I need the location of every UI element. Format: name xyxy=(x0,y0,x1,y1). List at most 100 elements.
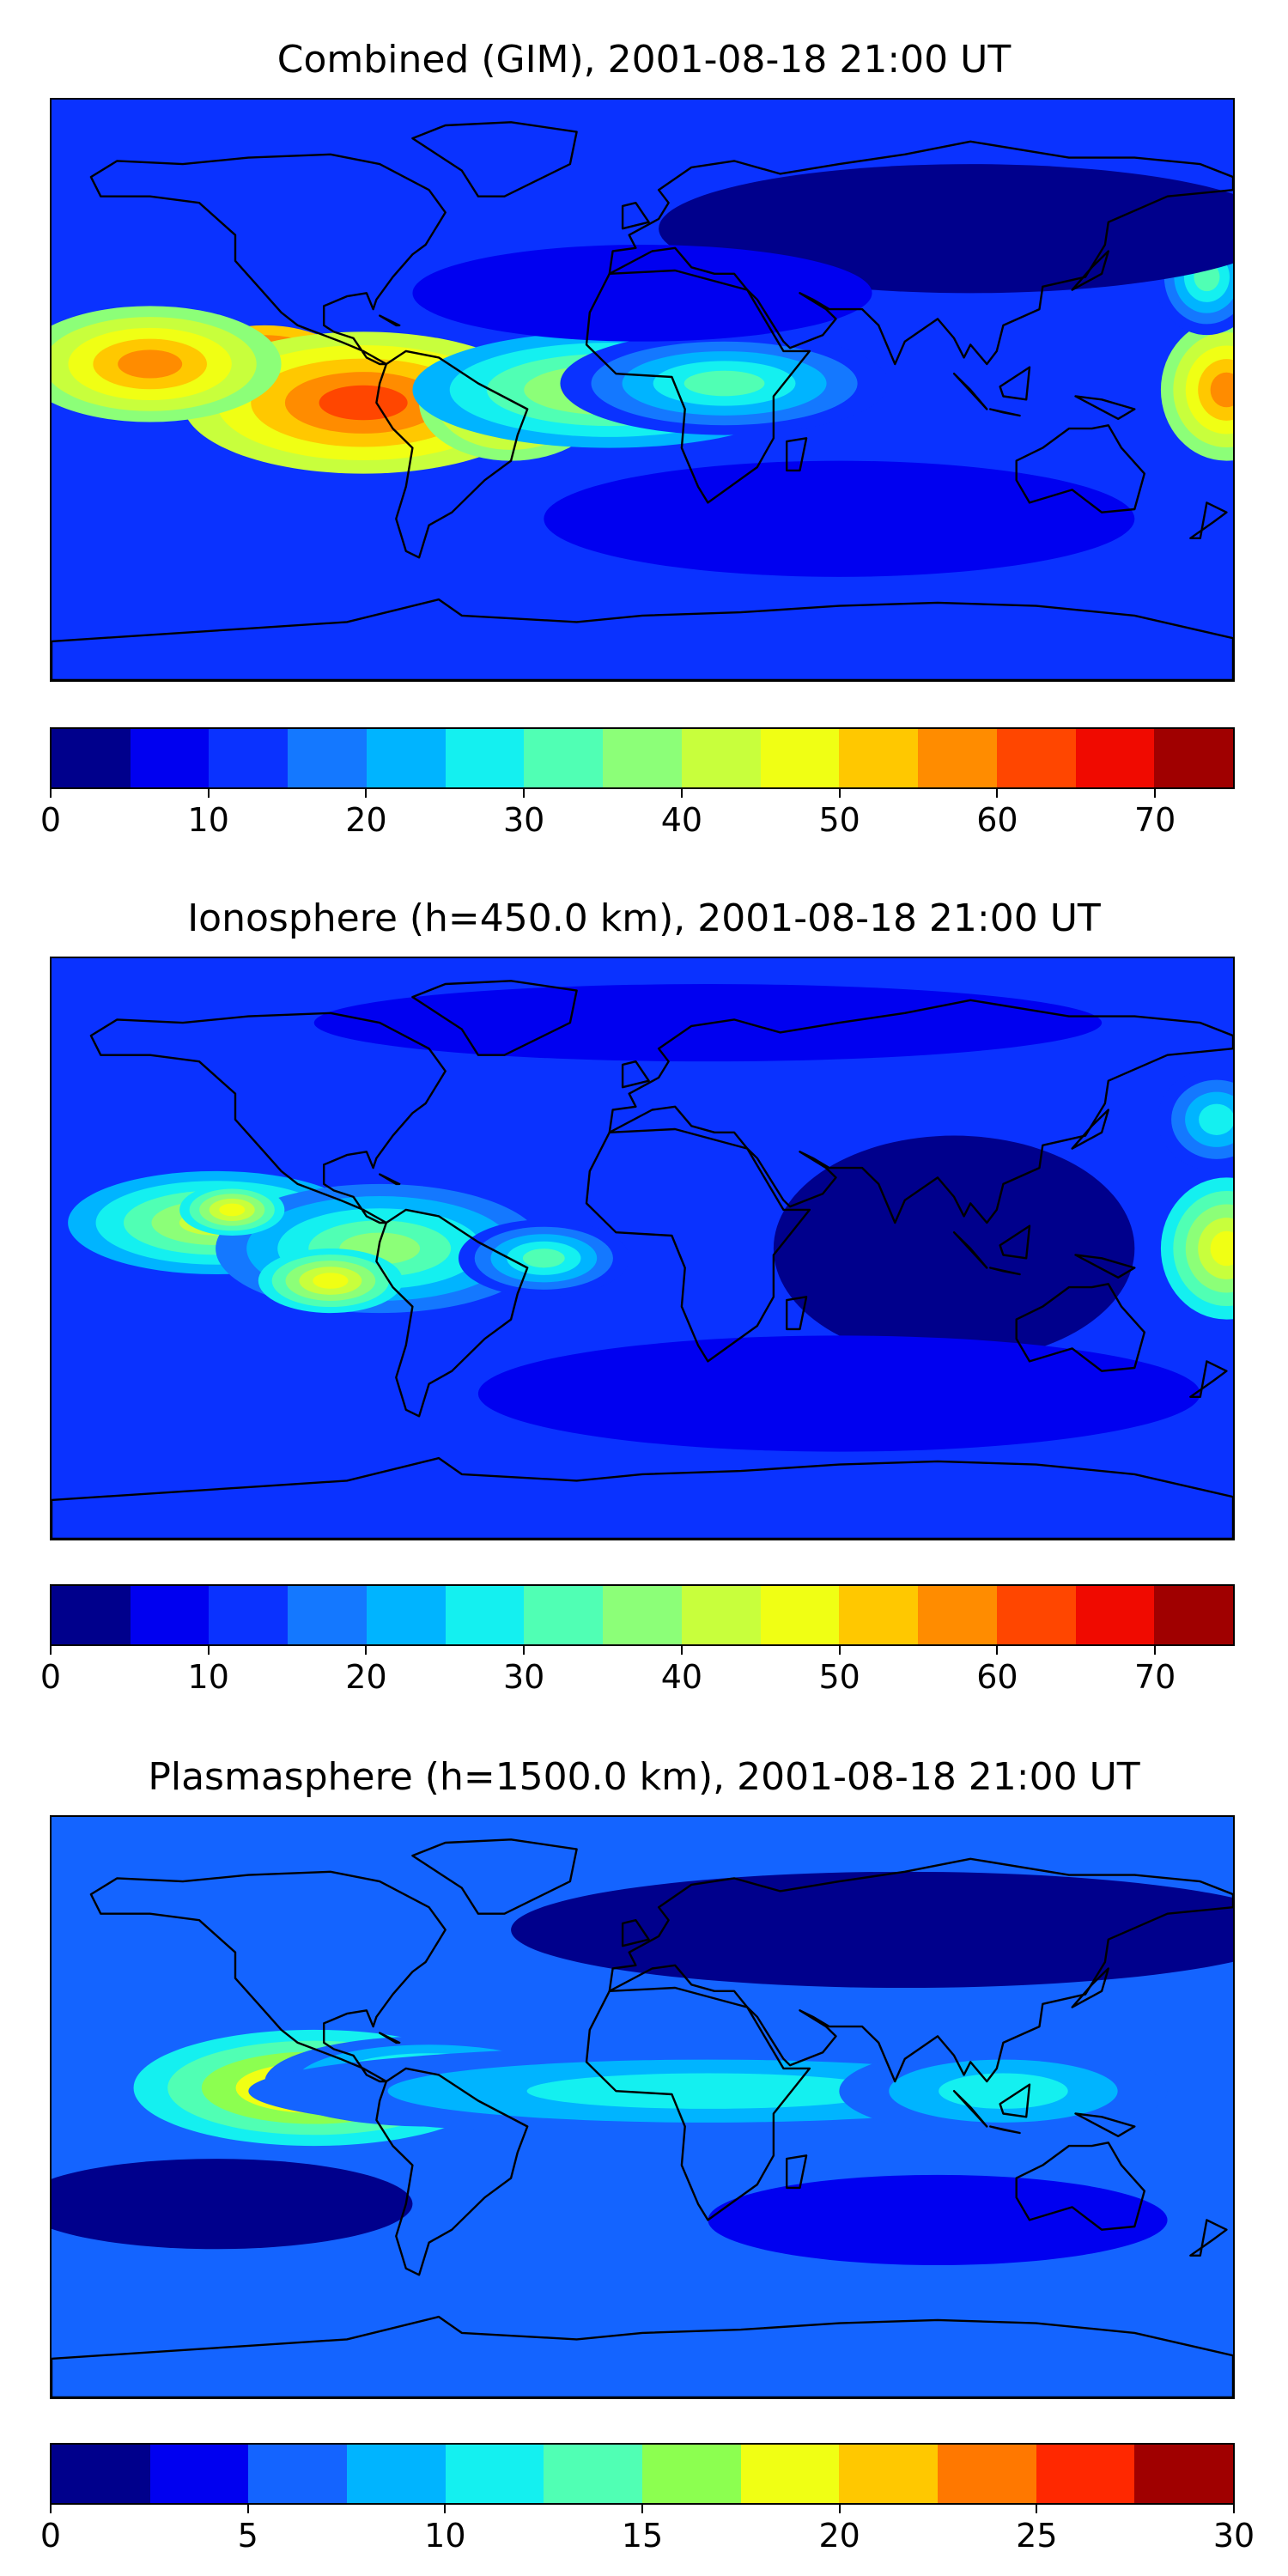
colorbar-tick-mark xyxy=(1154,1644,1157,1655)
coastline-combined-3 xyxy=(608,140,1233,366)
colorbar-tick-mark xyxy=(680,1644,683,1655)
coastline-plasmasphere-6 xyxy=(411,1838,578,1915)
coastline-combined-14 xyxy=(1189,501,1228,539)
coastline-combined-8 xyxy=(989,408,1021,417)
map-title-combined: Combined (GIM), 2001-08-18 21:00 UT xyxy=(276,38,1012,82)
tec-contour-combined-5-4 xyxy=(118,349,183,379)
colorbar-tick-mark xyxy=(680,787,683,798)
colorbar-segment-combined-10 xyxy=(839,729,919,787)
colorbar-tick-mark xyxy=(365,1644,368,1655)
tec-low-combined-10 xyxy=(412,245,872,342)
colorbar-tick-mark xyxy=(641,2503,643,2513)
colorbar-plasmasphere xyxy=(50,2443,1235,2505)
colorbar-tick-label: 50 xyxy=(818,801,860,839)
tec-region-combined-6 xyxy=(1160,319,1233,461)
colorbar-segment-combined-9 xyxy=(760,729,840,787)
coastline-ionosphere-0 xyxy=(89,1012,447,1224)
tec-region-plasmasphere-6 xyxy=(52,2159,413,2250)
tec-contour-combined-4-4 xyxy=(683,370,765,397)
colorbar-tick-label: 0 xyxy=(39,2517,62,2555)
tec-map-combined xyxy=(50,98,1235,682)
colorbar-tick-mark xyxy=(1233,2503,1235,2513)
map-canvas-combined xyxy=(52,100,1233,680)
coastline-ionosphere-3 xyxy=(608,999,1233,1224)
tec-contour-ionosphere-5-4 xyxy=(1210,1230,1233,1267)
colorbar-segment-combined-4 xyxy=(366,729,446,787)
coastline-ionosphere-6 xyxy=(411,980,578,1056)
colorbar-segment-ionosphere-1 xyxy=(130,1586,210,1644)
colorbar-segment-ionosphere-2 xyxy=(209,1586,289,1644)
colorbar-tick-mark xyxy=(207,787,210,798)
coastline-ionosphere-2 xyxy=(585,1127,811,1363)
tec-low-plasmasphere-6 xyxy=(52,2159,413,2250)
colorbar-segment-combined-8 xyxy=(681,729,761,787)
tec-map-ionosphere xyxy=(50,957,1235,1540)
coastline-plasmasphere-0 xyxy=(89,1870,447,2083)
colorbar-tick-mark xyxy=(1036,2503,1038,2513)
colorbar-segment-plasmasphere-1 xyxy=(149,2445,249,2503)
colorbar-tick-label: 0 xyxy=(39,1658,62,1696)
colorbar-segment-plasmasphere-3 xyxy=(347,2445,446,2503)
colorbar-segment-ionosphere-4 xyxy=(366,1586,446,1644)
colorbar-tick-mark xyxy=(246,2503,249,2513)
tec-region-combined-9 xyxy=(544,460,1135,577)
coastline-plasmasphere-9 xyxy=(999,2083,1031,2118)
tec-region-ionosphere-8 xyxy=(477,1335,1200,1452)
colorbar-segment-plasmasphere-4 xyxy=(445,2445,544,2503)
coastline-plasmasphere-3 xyxy=(608,1857,1233,2083)
coastline-plasmasphere-1 xyxy=(375,2067,529,2276)
colorbar-segment-ionosphere-0 xyxy=(52,1586,131,1644)
tec-contour-combined-1-4 xyxy=(319,385,408,421)
colorbar-tick-label: 60 xyxy=(976,801,1018,839)
coastline-combined-12 xyxy=(621,202,650,230)
colorbar-combined xyxy=(50,727,1235,789)
colorbar-segment-ionosphere-3 xyxy=(288,1586,367,1644)
coastline-plasmasphere-2 xyxy=(585,1986,811,2221)
tec-region-ionosphere-6 xyxy=(1157,1067,1233,1171)
tec-low-ionosphere-8 xyxy=(477,1335,1200,1452)
coastline-ionosphere-15 xyxy=(786,1296,808,1331)
coastline-ionosphere-5 xyxy=(52,1456,1233,1539)
coastline-ionosphere-4 xyxy=(1015,1283,1145,1372)
coastline-plasmasphere-5 xyxy=(52,2315,1233,2397)
tec-contour-ionosphere-6-3 xyxy=(1199,1103,1233,1135)
tec-region-ionosphere-4 xyxy=(458,1219,629,1297)
colorbar-tick-mark xyxy=(444,2503,447,2513)
coastline-ionosphere-8 xyxy=(989,1267,1021,1276)
tec-region-combined-4 xyxy=(560,331,889,435)
coastline-combined-11 xyxy=(1071,250,1109,291)
tec-region-ionosphere-3 xyxy=(179,1183,285,1236)
map-title-ionosphere: Ionosphere (h=450.0 km), 2001-08-18 21:0… xyxy=(187,896,1101,940)
coastline-ionosphere-13 xyxy=(379,1173,401,1186)
colorbar-segment-plasmasphere-0 xyxy=(52,2445,150,2503)
colorbar-segment-combined-7 xyxy=(603,729,682,787)
colorbar-segment-plasmasphere-11 xyxy=(1134,2445,1234,2503)
colorbar-segment-ionosphere-14 xyxy=(1154,1586,1234,1644)
colorbar-tick-label: 25 xyxy=(1016,2517,1058,2555)
colorbar-segment-combined-12 xyxy=(996,729,1076,787)
coastlines-combined xyxy=(52,121,1233,680)
colorbar-segment-ionosphere-7 xyxy=(603,1586,682,1644)
coastline-combined-6 xyxy=(411,121,578,197)
colorbar-tick-mark xyxy=(50,787,52,798)
colorbar-tick-mark xyxy=(50,1644,52,1655)
map-canvas-plasmasphere xyxy=(52,1817,1233,2397)
colorbar-segment-combined-5 xyxy=(445,729,525,787)
coastline-plasmasphere-13 xyxy=(379,2032,401,2044)
colorbar-tick-label: 40 xyxy=(660,1658,703,1696)
coastline-combined-5 xyxy=(52,598,1233,680)
colorbar-segment-combined-6 xyxy=(524,729,604,787)
tec-region-plasmasphere-7 xyxy=(708,2174,1168,2266)
colorbar-segment-combined-0 xyxy=(52,729,131,787)
colorbar-segment-combined-11 xyxy=(918,729,997,787)
colorbar-tick-label: 30 xyxy=(503,801,545,839)
tec-low-plasmasphere-5 xyxy=(511,1871,1233,1989)
coastline-combined-0 xyxy=(89,153,447,366)
colorbar-segment-combined-2 xyxy=(209,729,289,787)
colorbar-tick-label: 50 xyxy=(818,1658,860,1696)
colorbar-tick-label: 60 xyxy=(976,1658,1018,1696)
colorbar-segment-plasmasphere-2 xyxy=(248,2445,348,2503)
coastline-ionosphere-11 xyxy=(1071,1109,1109,1150)
colorbar-segment-ionosphere-5 xyxy=(445,1586,525,1644)
colorbar-tick-mark xyxy=(996,787,999,798)
